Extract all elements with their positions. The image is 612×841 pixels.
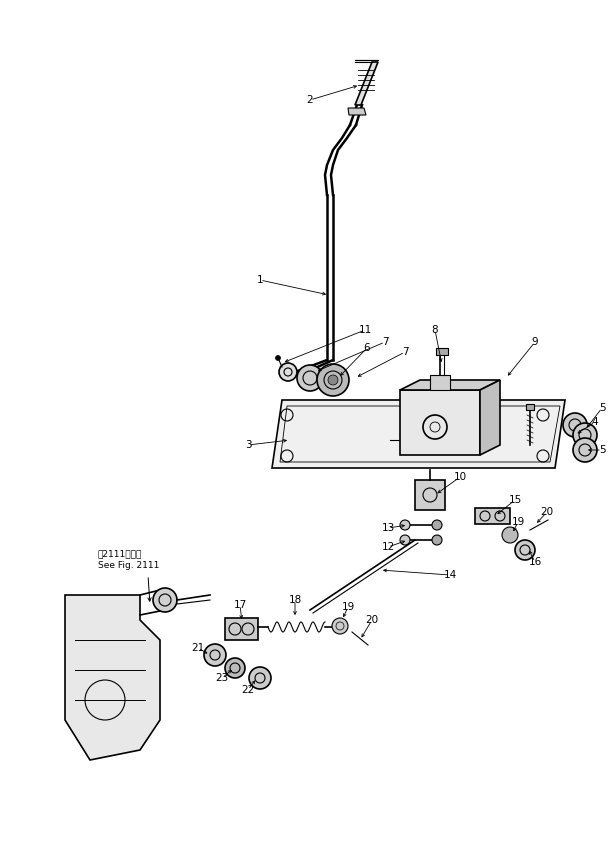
Circle shape <box>328 375 338 385</box>
Polygon shape <box>355 62 378 105</box>
Circle shape <box>275 356 280 361</box>
Circle shape <box>573 423 597 447</box>
Polygon shape <box>65 595 160 760</box>
Polygon shape <box>475 508 510 524</box>
Text: 20: 20 <box>540 507 554 517</box>
Text: 5: 5 <box>599 445 605 455</box>
Text: 12: 12 <box>381 542 395 552</box>
Polygon shape <box>272 400 565 468</box>
Polygon shape <box>400 390 480 455</box>
Text: 19: 19 <box>512 517 524 527</box>
Text: 7: 7 <box>382 337 388 347</box>
Text: 18: 18 <box>288 595 302 605</box>
Polygon shape <box>430 375 450 390</box>
Text: 15: 15 <box>509 495 521 505</box>
Circle shape <box>502 527 518 543</box>
Circle shape <box>515 540 535 560</box>
Text: 21: 21 <box>192 643 204 653</box>
Text: 1: 1 <box>256 275 263 285</box>
Text: 8: 8 <box>431 325 438 335</box>
Circle shape <box>317 364 349 396</box>
Circle shape <box>204 644 226 666</box>
Text: 6: 6 <box>364 343 370 353</box>
Text: 5: 5 <box>599 403 605 413</box>
Circle shape <box>400 520 410 530</box>
Polygon shape <box>526 404 534 410</box>
Circle shape <box>249 667 271 689</box>
Polygon shape <box>348 108 366 115</box>
Circle shape <box>297 365 323 391</box>
Polygon shape <box>400 380 500 390</box>
Text: 3: 3 <box>245 440 252 450</box>
Polygon shape <box>436 348 448 355</box>
Circle shape <box>400 535 410 545</box>
Text: 9: 9 <box>532 337 539 347</box>
Text: 22: 22 <box>241 685 255 695</box>
Text: 10: 10 <box>453 472 466 482</box>
Circle shape <box>332 618 348 634</box>
Text: 2: 2 <box>307 95 313 105</box>
Text: 14: 14 <box>443 570 457 580</box>
Polygon shape <box>480 380 500 455</box>
Text: 20: 20 <box>365 615 379 625</box>
Polygon shape <box>225 618 258 640</box>
Text: 11: 11 <box>359 325 371 335</box>
Circle shape <box>432 535 442 545</box>
Text: 13: 13 <box>381 523 395 533</box>
Text: 19: 19 <box>341 602 354 612</box>
Bar <box>415 480 445 510</box>
Text: 4: 4 <box>592 417 599 427</box>
Circle shape <box>279 363 297 381</box>
Circle shape <box>573 438 597 462</box>
Text: 17: 17 <box>233 600 247 610</box>
Circle shape <box>432 520 442 530</box>
Circle shape <box>563 413 587 437</box>
Text: 23: 23 <box>215 673 229 683</box>
Text: 第2111図参照
See Fig. 2111: 第2111図参照 See Fig. 2111 <box>98 550 159 570</box>
Text: 16: 16 <box>528 557 542 567</box>
Circle shape <box>225 658 245 678</box>
Text: 7: 7 <box>401 347 408 357</box>
Circle shape <box>153 588 177 612</box>
